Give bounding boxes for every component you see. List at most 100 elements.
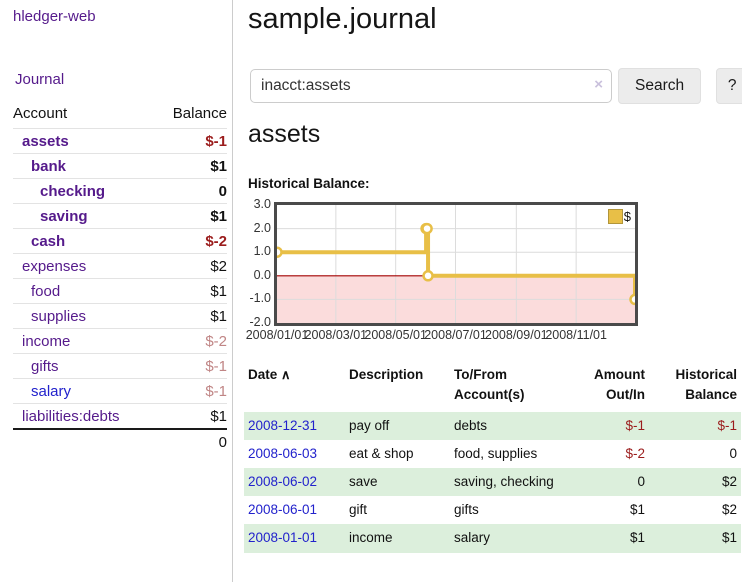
register-header-row: Date ∧ Description To/From Account(s) Am… [244,363,741,412]
register-rows: 2008-12-31 pay off debts $-1 $-1 2008-06… [244,411,741,553]
account-row: salary $-1 [13,378,227,403]
transaction-date-link[interactable]: 2008-12-31 [248,417,318,433]
transaction-date-link[interactable]: 2008-06-01 [248,502,318,518]
y-axis-tick-label: 3.0 [253,197,271,211]
accounts-total-value: 0 [218,434,227,451]
accounts-total-row: 0 [13,428,227,455]
account-link[interactable]: income [22,332,71,350]
y-axis-tick-label: -2.0 [249,315,271,329]
account-row: supplies $1 [13,303,227,328]
account-link[interactable]: saving [40,207,88,225]
account-balance: $1 [210,307,227,325]
x-axis-tick-label: 2008/03/01 [304,328,368,342]
chart-canvas [277,205,635,323]
y-axis-tick-label: -1.0 [249,291,271,306]
transaction-accounts: food, supplies [454,445,538,461]
transaction-balance: $1 [721,530,737,546]
account-row: liabilities:debts $1 [13,403,227,428]
legend-swatch-icon [607,209,623,224]
account-balance: $2 [210,257,227,275]
clear-search-icon[interactable]: × [594,76,603,93]
x-axis-tick-label: 2008/07/01 [424,328,487,342]
y-axis-tick-label: 0.0 [253,267,271,282]
transaction-description: eat & shop [349,445,414,461]
search-form: × Search ? [250,68,742,104]
transaction-description: pay off [349,417,390,433]
transaction-amount: $1 [629,502,645,518]
account-link[interactable]: assets [22,132,69,150]
account-link[interactable]: supplies [31,307,87,325]
register-header-balance: Historical Balance [675,367,737,403]
transaction-date-link[interactable]: 2008-01-01 [248,530,318,546]
account-link[interactable]: checking [40,182,106,200]
account-link[interactable]: cash [31,232,66,250]
transaction-date-link[interactable]: 2008-06-03 [248,445,318,461]
register-header-accounts: To/From Account(s) [454,367,525,403]
account-link[interactable]: food [31,282,61,300]
search-button[interactable]: Search [618,68,702,104]
page-title: sample.journal [248,3,437,35]
accounts-table-header: Account Balance [13,103,227,128]
account-link[interactable]: expenses [22,257,87,275]
sort-ascending-icon: ∧ [281,367,291,382]
transaction-row: 2008-06-03 eat & shop food, supplies $-2… [244,440,741,468]
x-axis-tick-label: 2008/11/01 [545,328,607,342]
transaction-balance: 0 [729,445,737,461]
transaction-amount: 0 [637,473,645,489]
account-balance: $1 [210,207,227,225]
account-balance: 0 [218,182,227,200]
register-header-date[interactable]: Date ∧ [248,367,291,382]
accounts-header-account: Account [13,105,68,122]
account-balance: $-1 [205,382,227,400]
account-row: gifts $-1 [13,353,227,378]
register-header-description: Description [349,367,424,382]
transaction-description: save [349,473,378,489]
transaction-balance: $2 [721,473,737,489]
account-row: expenses $2 [13,253,227,278]
account-balance: $-1 [205,357,227,375]
transaction-description: gift [349,502,368,518]
transaction-accounts: gifts [454,502,479,518]
account-row: checking 0 [13,178,227,203]
transaction-amount: $-2 [625,445,645,461]
chart-legend: $ [606,209,632,224]
account-row: bank $1 [13,153,227,178]
accounts-header-balance: Balance [172,105,227,122]
account-link[interactable]: salary [31,382,72,400]
account-balance: $-1 [205,132,227,150]
account-link[interactable]: bank [31,157,67,175]
sidebar: hledger-web Journal Account Balance asse… [0,0,233,582]
account-balance: $1 [210,407,227,425]
sidebar-item-journal[interactable]: Journal [15,71,65,88]
account-link[interactable]: liabilities:debts [22,407,120,425]
account-row: income $-2 [13,328,227,353]
register-header-amount: Amount Out/In [594,367,645,403]
transaction-accounts: saving, checking [454,473,554,489]
transaction-amount: $-1 [625,417,645,433]
transaction-row: 2008-06-02 save saving, checking 0 $2 [244,467,741,497]
chart-plot-area: $ [274,202,638,326]
main-content: sample.journal × Search ? assets Histori… [244,0,742,582]
search-input[interactable] [250,69,612,103]
account-link[interactable]: gifts [31,357,59,375]
help-button[interactable]: ? [716,68,742,104]
account-row: assets $-1 [13,128,227,153]
x-axis-tick-label: 2008/05/01 [364,328,427,342]
account-balance: $1 [210,282,227,300]
account-row: food $1 [13,278,227,303]
transaction-accounts: debts [454,417,488,433]
transaction-description: income [349,530,393,546]
transaction-date-link[interactable]: 2008-06-02 [248,473,318,489]
y-axis-tick-label: 2.0 [253,220,271,235]
x-axis-tick-label: 2008/09/01 [485,328,548,342]
transaction-row: 2008-12-31 pay off debts $-1 $-1 [244,411,741,440]
transaction-balance: $-1 [717,417,737,433]
account-balance: $-2 [205,332,227,350]
transaction-accounts: salary [454,530,491,546]
legend-label: $ [623,209,631,224]
x-axis-tick-label: 2008/01/01 [245,328,309,342]
brand-link[interactable]: hledger-web [13,8,96,25]
account-heading: assets [248,120,321,148]
register-table: Date ∧ Description To/From Account(s) Am… [244,363,741,553]
